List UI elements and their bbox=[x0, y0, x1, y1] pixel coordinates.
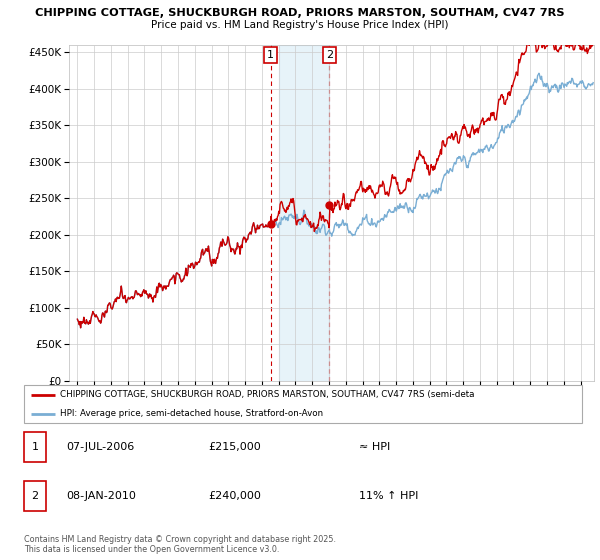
Text: £240,000: £240,000 bbox=[208, 491, 261, 501]
FancyBboxPatch shape bbox=[24, 482, 46, 511]
FancyBboxPatch shape bbox=[24, 385, 582, 423]
Text: 2: 2 bbox=[32, 491, 39, 501]
Text: Contains HM Land Registry data © Crown copyright and database right 2025.
This d: Contains HM Land Registry data © Crown c… bbox=[24, 535, 336, 554]
Text: 08-JAN-2010: 08-JAN-2010 bbox=[66, 491, 136, 501]
Text: 2: 2 bbox=[326, 50, 333, 60]
Text: CHIPPING COTTAGE, SHUCKBURGH ROAD, PRIORS MARSTON, SOUTHAM, CV47 7RS (semi-deta: CHIPPING COTTAGE, SHUCKBURGH ROAD, PRIOR… bbox=[60, 390, 475, 399]
Text: 1: 1 bbox=[267, 50, 274, 60]
Text: £215,000: £215,000 bbox=[208, 442, 261, 452]
Text: HPI: Average price, semi-detached house, Stratford-on-Avon: HPI: Average price, semi-detached house,… bbox=[60, 409, 323, 418]
Text: Price paid vs. HM Land Registry's House Price Index (HPI): Price paid vs. HM Land Registry's House … bbox=[151, 20, 449, 30]
Text: 11% ↑ HPI: 11% ↑ HPI bbox=[359, 491, 418, 501]
Text: ≈ HPI: ≈ HPI bbox=[359, 442, 390, 452]
Text: 07-JUL-2006: 07-JUL-2006 bbox=[66, 442, 134, 452]
Bar bbox=[278, 45, 329, 381]
Text: 1: 1 bbox=[32, 442, 38, 452]
FancyBboxPatch shape bbox=[24, 432, 46, 462]
Text: CHIPPING COTTAGE, SHUCKBURGH ROAD, PRIORS MARSTON, SOUTHAM, CV47 7RS: CHIPPING COTTAGE, SHUCKBURGH ROAD, PRIOR… bbox=[35, 8, 565, 18]
